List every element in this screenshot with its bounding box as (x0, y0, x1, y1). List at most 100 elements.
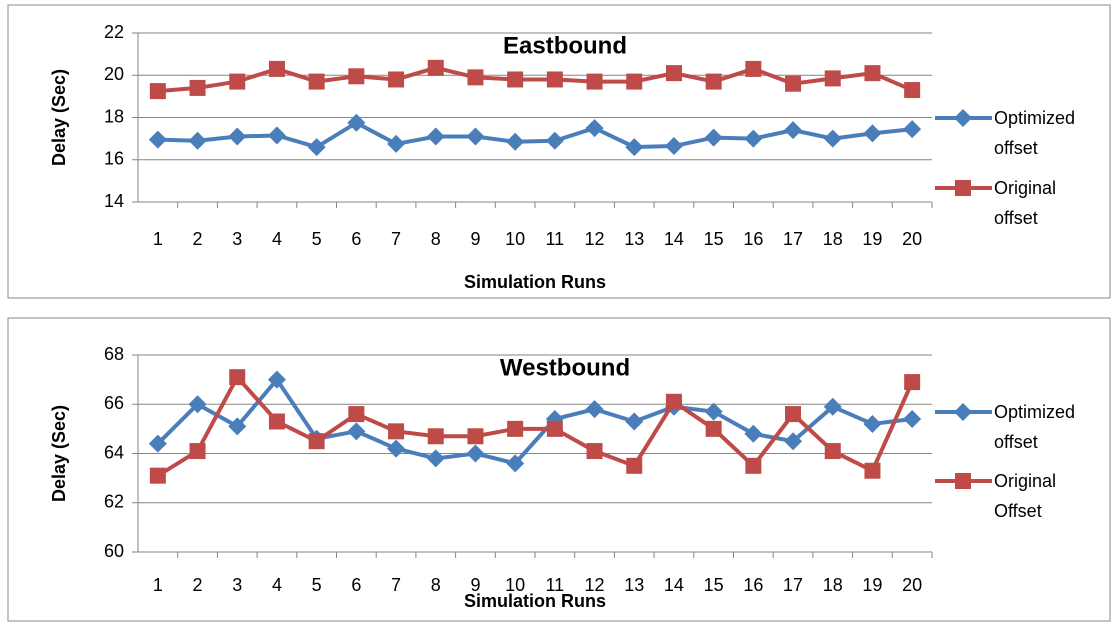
x-tick-label: 5 (312, 229, 322, 249)
data-point (189, 79, 206, 96)
x-tick-label: 8 (431, 575, 441, 595)
data-point (863, 414, 882, 433)
data-point (466, 444, 485, 463)
data-point (308, 73, 325, 90)
x-tick-label: 6 (351, 575, 361, 595)
legend-marker (954, 403, 972, 421)
data-point (665, 393, 682, 410)
data-point (904, 82, 921, 99)
legend-label: Original Offset (994, 471, 1057, 521)
data-point (347, 113, 366, 132)
data-point (705, 420, 722, 437)
x-tick-label: 17 (783, 575, 803, 595)
x-tick-label: 18 (823, 575, 843, 595)
data-point (704, 402, 723, 421)
chart-title: Westbound (500, 354, 630, 381)
data-point (864, 462, 881, 479)
x-tick-label: 10 (505, 229, 525, 249)
data-point (426, 127, 445, 146)
x-tick-label: 1 (153, 575, 163, 595)
data-point (426, 449, 445, 468)
data-point (824, 443, 841, 460)
data-point (228, 127, 247, 146)
x-tick-label: 9 (470, 229, 480, 249)
data-point (664, 137, 683, 156)
data-point (745, 457, 762, 474)
data-point (784, 432, 803, 451)
x-tick-label: 19 (862, 575, 882, 595)
chart-title: Eastbound (503, 32, 627, 59)
data-point (585, 119, 604, 138)
x-tick-label: 7 (391, 575, 401, 595)
x-tick-label: 10 (505, 575, 525, 595)
y-tick-label: 20 (104, 64, 124, 84)
data-point (626, 73, 643, 90)
data-point (229, 73, 246, 90)
data-point (188, 395, 207, 414)
data-point (267, 370, 286, 389)
data-point (427, 428, 444, 445)
x-tick-label: 16 (743, 229, 763, 249)
data-point (506, 454, 525, 473)
data-point (903, 410, 922, 429)
legend-marker (954, 109, 972, 127)
data-point (387, 134, 406, 153)
y-tick-label: 62 (104, 492, 124, 512)
data-point (625, 412, 644, 431)
x-tick-label: 2 (193, 229, 203, 249)
x-tick-label: 16 (743, 575, 763, 595)
data-point (904, 374, 921, 391)
data-point (625, 138, 644, 157)
y-tick-label: 60 (104, 541, 124, 561)
data-point (784, 121, 803, 140)
y-axis-title: Delay (Sec) (49, 69, 69, 166)
data-point (388, 71, 405, 88)
y-tick-label: 68 (104, 344, 124, 364)
y-tick-label: 64 (104, 442, 124, 462)
x-tick-label: 11 (546, 575, 565, 595)
data-point (705, 73, 722, 90)
data-point (744, 424, 763, 443)
x-tick-label: 15 (704, 575, 724, 595)
data-point (466, 127, 485, 146)
x-tick-label: 14 (664, 229, 684, 249)
data-point (665, 65, 682, 82)
x-tick-label: 12 (585, 229, 605, 249)
y-tick-label: 66 (104, 393, 124, 413)
x-tick-label: 7 (391, 229, 401, 249)
x-tick-label: 3 (232, 575, 242, 595)
x-tick-label: 4 (272, 575, 282, 595)
data-point (785, 75, 802, 92)
legend-marker (955, 473, 971, 489)
data-point (586, 73, 603, 90)
data-point (268, 413, 285, 430)
x-tick-label: 6 (351, 229, 361, 249)
data-point (228, 417, 247, 436)
data-point (149, 83, 166, 100)
x-tick-label: 13 (624, 575, 644, 595)
y-tick-label: 22 (104, 22, 124, 42)
data-point (785, 406, 802, 423)
x-tick-label: 20 (902, 575, 922, 595)
x-tick-label: 5 (312, 575, 322, 595)
x-tick-label: 13 (624, 229, 644, 249)
x-tick-label: 3 (232, 229, 242, 249)
data-point (467, 428, 484, 445)
data-point (267, 126, 286, 145)
data-point (148, 130, 167, 149)
data-point (507, 71, 524, 88)
data-point (745, 60, 762, 77)
x-tick-label: 1 (153, 229, 163, 249)
x-axis-title: Simulation Runs (464, 272, 606, 292)
chart-frame (7, 4, 1111, 299)
x-tick-label: 20 (902, 229, 922, 249)
data-point (903, 120, 922, 139)
data-point (506, 132, 525, 151)
y-tick-label: 16 (104, 149, 124, 169)
data-point (823, 129, 842, 148)
data-point (864, 65, 881, 82)
x-tick-label: 9 (470, 575, 480, 595)
data-point (229, 369, 246, 386)
